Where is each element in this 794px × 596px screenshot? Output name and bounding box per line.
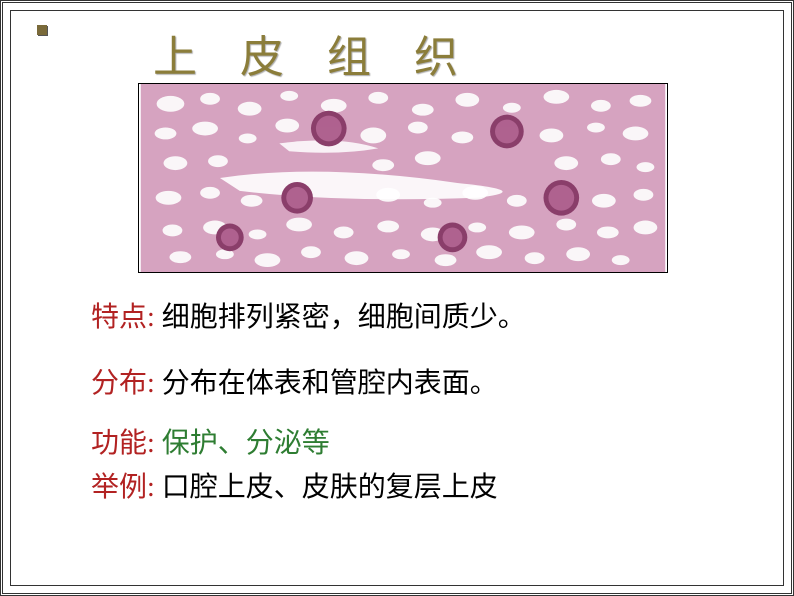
histology-svg (139, 84, 667, 272)
row-function: 功能: 保护、分泌等 (91, 421, 330, 461)
label-distribution: 分布: (91, 368, 155, 399)
label-features: 特点: (91, 302, 155, 333)
value-function: 保护、分泌等 (162, 428, 330, 459)
value-example: 口腔上皮、皮肤的复层上皮 (162, 472, 498, 503)
label-example: 举例: (91, 472, 155, 503)
value-distribution: 分布在体表和管腔内表面。 (162, 368, 498, 399)
title-bullet (37, 25, 47, 35)
histology-image (138, 83, 668, 273)
slide-content: 上 皮 组 织 (3, 3, 791, 17)
row-example: 举例: 口腔上皮、皮肤的复层上皮 (91, 465, 498, 505)
slide-title: 上 皮 组 织 (153, 21, 474, 85)
label-function: 功能: (91, 428, 155, 459)
value-features: 细胞排列紧密，细胞间质少。 (162, 302, 526, 333)
row-distribution: 分布: 分布在体表和管腔内表面。 (91, 361, 498, 401)
row-features: 特点: 细胞排列紧密，细胞间质少。 (91, 295, 526, 335)
